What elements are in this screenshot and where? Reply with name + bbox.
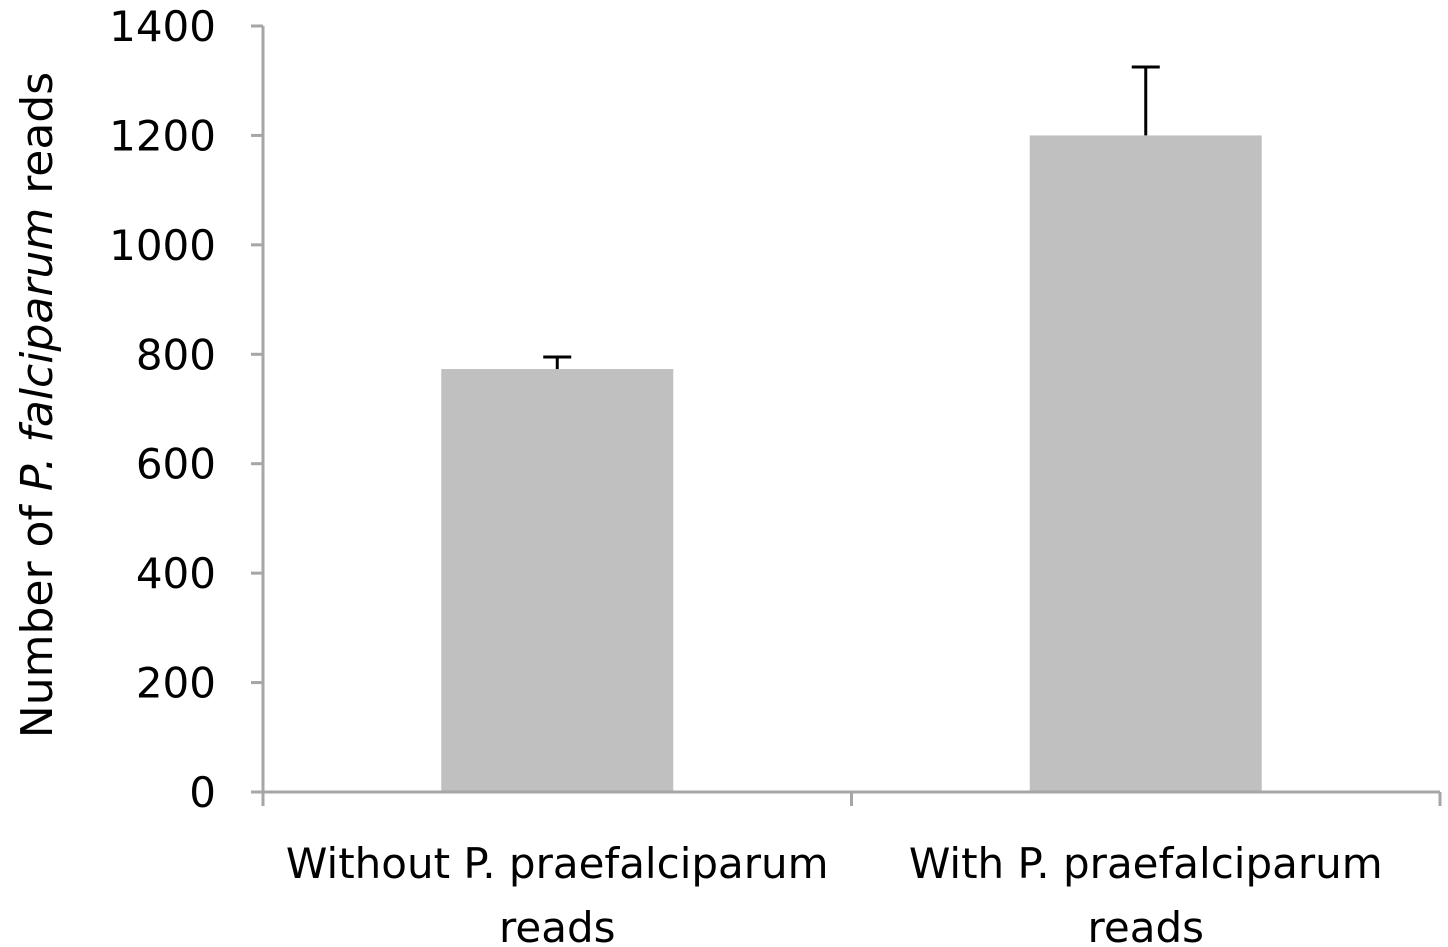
category-label-1-line-2: reads xyxy=(499,903,615,947)
y-tick-label-600: 600 xyxy=(136,440,216,489)
category-label-2-line-1: With P. praefalciparum xyxy=(909,839,1383,888)
y-tick-label-800: 800 xyxy=(136,330,216,379)
y-tick-label-1000: 1000 xyxy=(109,221,216,270)
y-axis-title: Number of P. falciparum reads xyxy=(12,72,63,738)
y-axis-title-prefix: Number of xyxy=(12,491,63,738)
axes-group xyxy=(251,24,1442,806)
y-axis-title-italic: P. falciparum xyxy=(12,208,63,491)
y-tick-label-200: 200 xyxy=(136,659,216,708)
y-tick-label-0: 0 xyxy=(189,768,216,817)
bar-1 xyxy=(441,369,674,792)
y-axis-title-suffix: reads xyxy=(12,72,63,208)
y-tick-label-400: 400 xyxy=(136,549,216,598)
category-label-2-line-2: reads xyxy=(1088,903,1204,947)
y-tick-label-1400: 1400 xyxy=(109,2,216,51)
bar-2 xyxy=(1029,135,1262,792)
category-label-1-line-1: Without P. praefalciparum xyxy=(286,839,829,888)
y-tick-labels: 0 200 400 600 800 1000 1200 1400 xyxy=(109,2,216,817)
category-label-2: With P. praefalciparum reads xyxy=(909,839,1383,947)
bars-group xyxy=(441,135,1262,792)
y-tick-label-1200: 1200 xyxy=(109,111,216,160)
error-bars-group xyxy=(543,65,1160,370)
category-label-1: Without P. praefalciparum reads xyxy=(286,839,829,947)
